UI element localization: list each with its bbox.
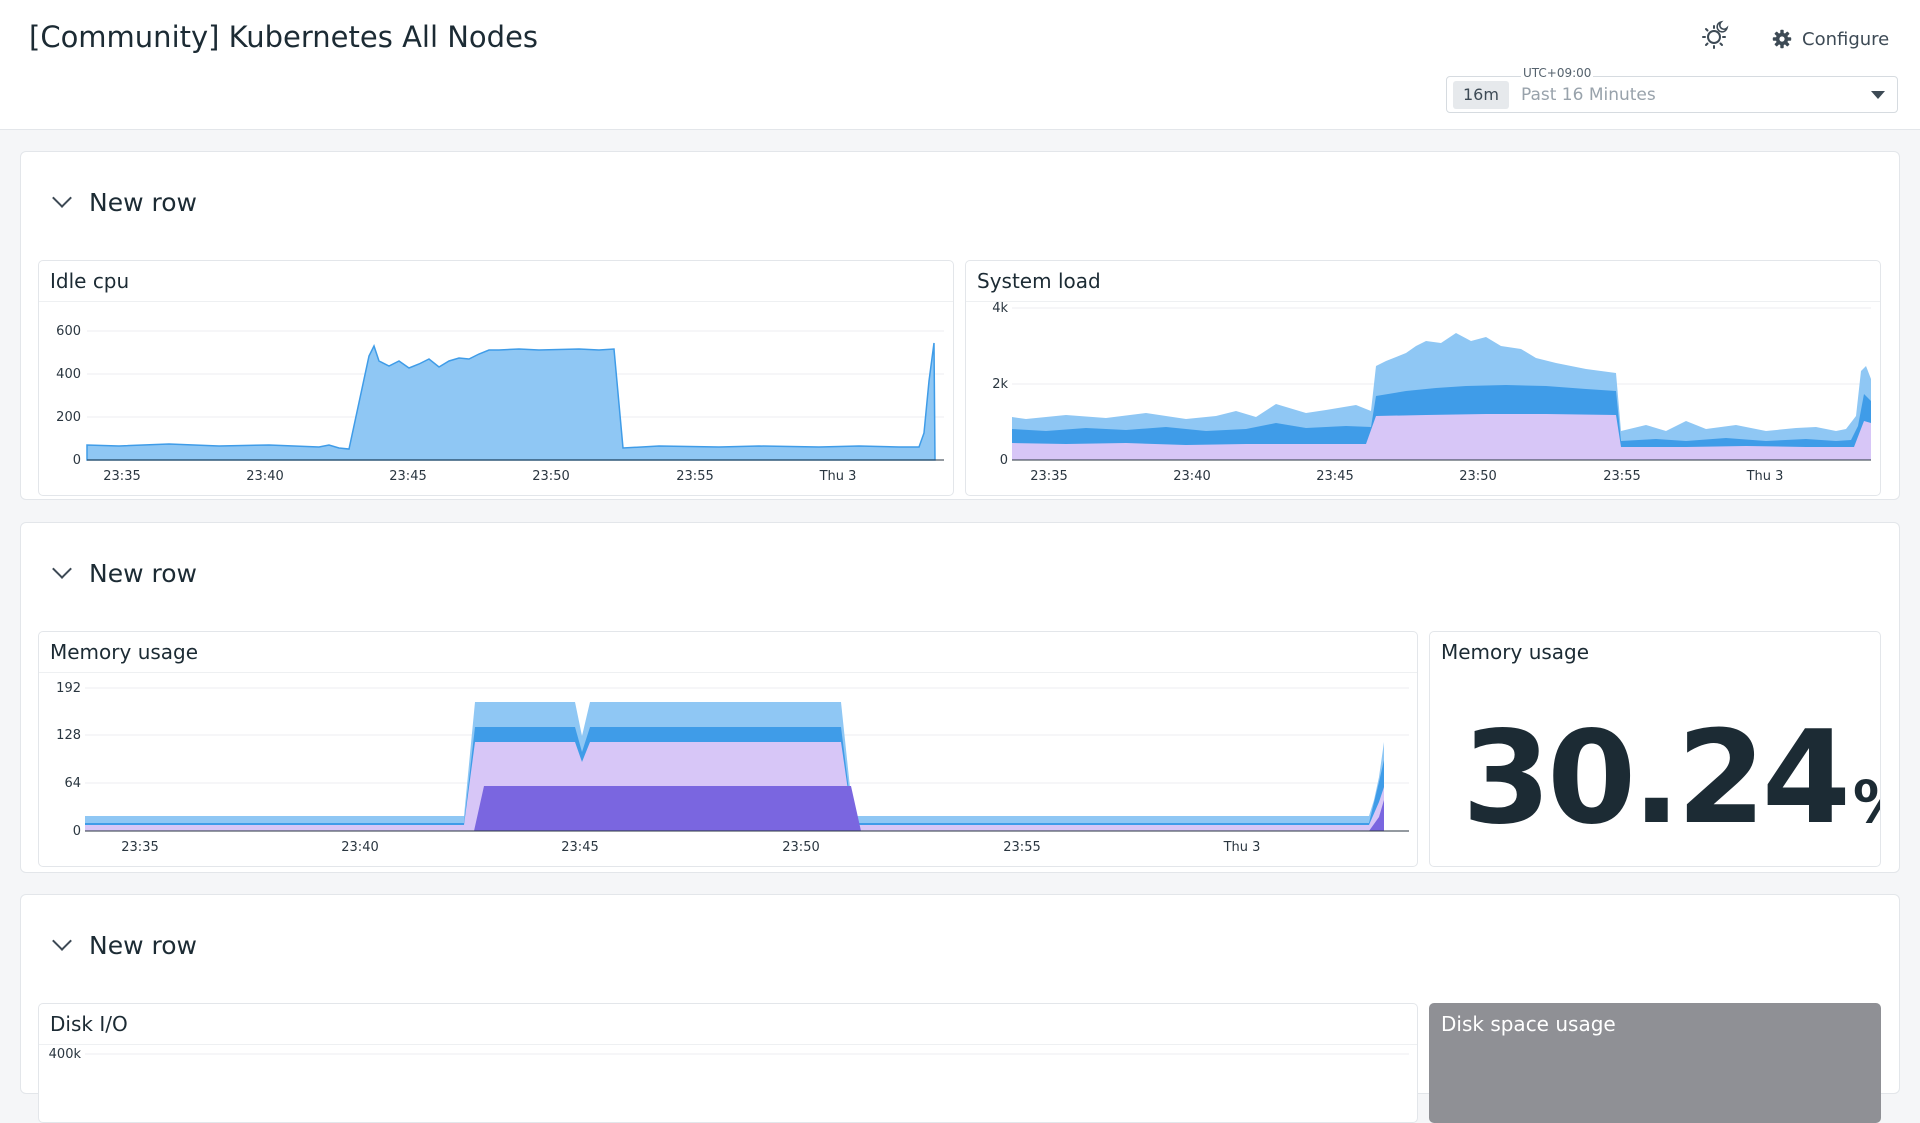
y-tick-label: 200	[56, 410, 81, 425]
x-tick-label: 23:55	[1603, 469, 1640, 484]
memory-usage-value: 30.24 %	[1462, 704, 1880, 853]
y-tick-label: 2k	[992, 377, 1008, 392]
x-tick-label: 23:45	[561, 840, 598, 855]
time-range-picker[interactable]: 16m Past 16 Minutes	[1446, 76, 1898, 113]
x-tick-label: 23:55	[676, 469, 713, 484]
idle-cpu-chart: 600 400 200 0 23:35 23:40 23:45 23:50 23…	[56, 324, 944, 484]
widget-divider	[39, 672, 1417, 673]
x-tick-label: 23:50	[1459, 469, 1496, 484]
row-group-1-toggle[interactable]: New row	[49, 182, 197, 222]
x-tick-label: 23:35	[103, 469, 140, 484]
dashboard-title: [Community] Kubernetes All Nodes	[29, 20, 539, 54]
widget-title: Memory usage	[50, 640, 199, 664]
y-tick-label: 400	[56, 367, 81, 382]
y-tick-label: 64	[64, 776, 81, 791]
x-tick-label: 23:40	[1173, 469, 1210, 484]
memory-usage-unit: %	[1853, 768, 1880, 836]
row-group-1-title: New row	[89, 187, 197, 217]
x-tick-label: 23:45	[389, 469, 426, 484]
y-tick-label: 192	[56, 681, 81, 696]
widget-title: Idle cpu	[50, 269, 130, 293]
dashboard-header: [Community] Kubernetes All Nodes	[0, 0, 1920, 130]
row-group-3-title: New row	[89, 930, 197, 960]
x-tick-label: 23:45	[1316, 469, 1353, 484]
widget-title: Disk space usage	[1441, 1012, 1616, 1036]
y-tick-label: 400k	[49, 1047, 82, 1062]
y-tick-label: 600	[56, 324, 81, 339]
widget-title: System load	[977, 269, 1101, 293]
chevron-down-icon	[52, 931, 72, 951]
disk-io-chart: 400k	[49, 1047, 1409, 1062]
idle-cpu-series-area	[86, 342, 936, 461]
row-group-2-title: New row	[89, 558, 197, 588]
sun-moon-icon	[1702, 20, 1729, 49]
y-tick-label: 0	[73, 824, 81, 839]
system-load-chart: 4k 2k 0 23:35 23:40 23:45 23:50 23:55 Th…	[992, 301, 1871, 484]
y-tick-label: 0	[1000, 453, 1008, 468]
x-tick-label: 23:50	[782, 840, 819, 855]
memory-usage-number: 30.24	[1462, 704, 1851, 853]
caret-down-icon	[1871, 90, 1885, 99]
widget-divider	[39, 1044, 1417, 1045]
memory-usage-value-widget[interactable]: Memory usage 30.24 %	[1429, 631, 1881, 867]
chevron-down-icon	[52, 188, 72, 208]
time-range-badge: 16m	[1453, 80, 1509, 109]
gear-icon	[1772, 29, 1792, 49]
widget-title: Memory usage	[1441, 640, 1590, 664]
disk-space-usage-widget[interactable]: Disk space usage	[1429, 1003, 1881, 1123]
timezone-label: UTC+09:00	[1521, 66, 1594, 80]
x-tick-label: Thu 3	[819, 469, 857, 484]
configure-button[interactable]: Configure	[1772, 24, 1889, 54]
configure-label: Configure	[1802, 28, 1890, 50]
x-tick-label: 23:35	[1030, 469, 1067, 484]
x-tick-label: 23:55	[1003, 840, 1040, 855]
x-tick-label: Thu 3	[1746, 469, 1784, 484]
chevron-down-icon	[52, 559, 72, 579]
disk-io-widget[interactable]: Disk I/O 400k	[38, 1003, 1418, 1123]
memory-usage-chart-widget[interactable]: Memory usage 192 128 64 0 23:35 23:40 23…	[38, 631, 1418, 867]
widget-divider	[39, 301, 953, 302]
y-tick-label: 0	[73, 453, 81, 468]
row-group-3-toggle[interactable]: New row	[49, 925, 197, 965]
row-group-2: New row Memory usage 192 128 64 0 23:35 …	[20, 522, 1900, 873]
memory-usage-chart: 192 128 64 0 23:35 23:40 23:45 23:50 23:…	[56, 681, 1409, 855]
row-group-2-toggle[interactable]: New row	[49, 553, 197, 593]
row-group-3: New row Disk I/O 400k Disk space usage	[20, 894, 1900, 1123]
widget-divider	[966, 301, 1880, 302]
x-tick-label: 23:40	[246, 469, 283, 484]
theme-toggle-button[interactable]	[1697, 18, 1733, 54]
system-load-widget[interactable]: System load 4k 2k 0 23:35 23:40 23:45 23…	[965, 260, 1881, 496]
system-load-series-1	[1012, 414, 1871, 460]
x-tick-label: 23:50	[532, 469, 569, 484]
x-tick-label: Thu 3	[1223, 840, 1261, 855]
y-tick-label: 4k	[992, 301, 1008, 316]
x-tick-label: 23:35	[121, 840, 158, 855]
memory-series-1	[85, 786, 1384, 831]
time-range-label: Past 16 Minutes	[1520, 84, 1656, 105]
x-tick-label: 23:40	[341, 840, 378, 855]
widget-title: Disk I/O	[50, 1012, 128, 1036]
row-group-1: New row Idle cpu 600 400 200 0 23:35 23:…	[20, 151, 1900, 500]
idle-cpu-widget[interactable]: Idle cpu 600 400 200 0 23:35 23:40 23:45…	[38, 260, 954, 496]
y-tick-label: 128	[56, 728, 81, 743]
